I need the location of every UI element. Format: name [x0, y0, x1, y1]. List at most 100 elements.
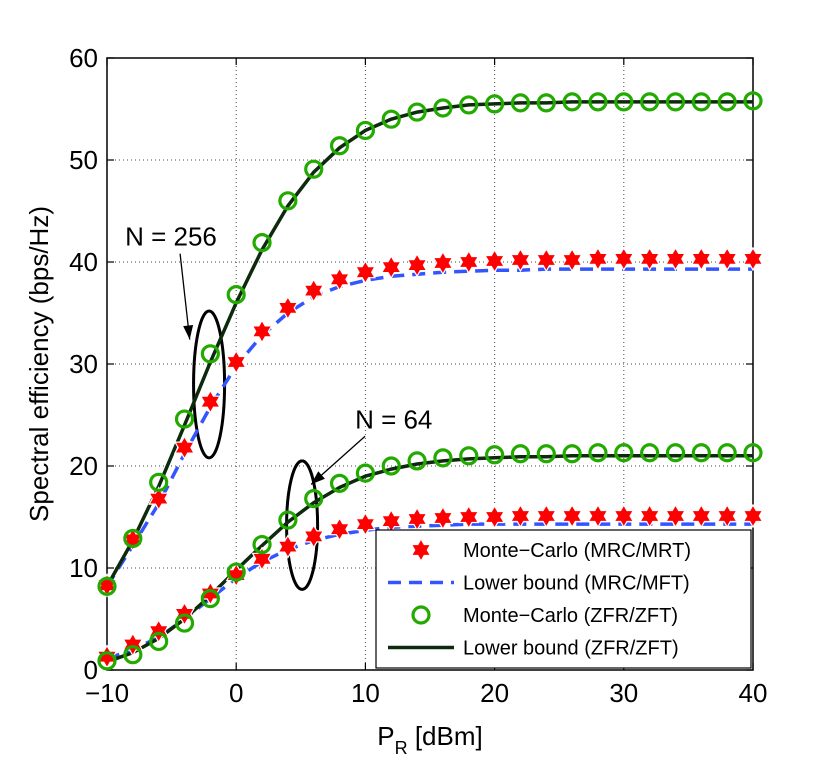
- zf-point: [640, 92, 660, 112]
- mrc-point: [251, 319, 273, 344]
- zf-point: [485, 445, 505, 465]
- series-4-markers: [96, 503, 764, 669]
- mrc-point: [225, 562, 247, 588]
- legend-label: Monte−Carlo (MRC/MRT): [463, 540, 691, 562]
- mrc-point: [561, 503, 583, 529]
- series-group: [96, 91, 764, 671]
- mrc-point: [535, 247, 557, 273]
- mrc-point: [742, 503, 764, 529]
- mrc-point: [613, 246, 635, 272]
- mrc-point: [148, 486, 170, 511]
- mrc-point: [561, 247, 583, 273]
- zf-point: [123, 645, 143, 665]
- y-axis-label: Spectral efficiency (bps/Hz): [24, 206, 54, 522]
- zf-point: [252, 233, 272, 253]
- mrc-point: [199, 389, 221, 414]
- mrc-point: [484, 248, 506, 274]
- mrc-point: [173, 435, 196, 460]
- zf-point: [407, 102, 427, 122]
- zf-point: [614, 92, 634, 112]
- zf-point: [252, 534, 272, 555]
- annotation-arrowhead: [311, 471, 325, 485]
- zf-point: [97, 651, 117, 671]
- zf-point: [640, 443, 660, 463]
- mrc-point: [277, 534, 299, 559]
- zf-point: [743, 91, 763, 111]
- zf-point: [200, 588, 220, 609]
- y-tick-label: 30: [69, 349, 98, 379]
- mrc-point: [277, 295, 299, 321]
- y-tick-label: 40: [69, 247, 98, 277]
- zf-point: [278, 510, 298, 530]
- legend-box: [375, 529, 752, 669]
- zf-point: [562, 444, 582, 464]
- zf-point: [355, 463, 375, 483]
- legend-marker: [410, 537, 432, 563]
- mrc-point: [613, 503, 635, 529]
- annotation-arrow: [179, 253, 191, 340]
- y-tick-label: 50: [69, 145, 98, 175]
- mrc-point: [639, 246, 661, 272]
- zf-point: [329, 136, 350, 156]
- y-tick-label: 60: [69, 43, 98, 73]
- zf-point: [226, 562, 246, 582]
- zf-point: [588, 92, 608, 112]
- zf-point: [174, 409, 195, 429]
- mrc-point: [199, 581, 221, 606]
- series-6-markers: [97, 443, 763, 671]
- zf-point: [149, 631, 169, 652]
- mrc-point: [354, 260, 376, 285]
- zf-point: [717, 443, 737, 463]
- mrc-point: [509, 247, 532, 273]
- legend-label: Lower bound (ZFR/ZFT): [463, 638, 679, 660]
- annotation-arrowhead: [183, 325, 194, 340]
- zf-point: [459, 446, 479, 466]
- mrc-point: [639, 503, 661, 529]
- mrc-point: [328, 267, 351, 292]
- mrc-point: [251, 546, 273, 572]
- mrc-point: [303, 278, 325, 303]
- zf-point: [691, 92, 711, 112]
- zf-point: [536, 444, 556, 464]
- zf-point: [588, 443, 608, 463]
- legend: Monte−Carlo (MRC/MRT) Lower bound (MRC/MF…: [375, 529, 752, 669]
- x-axis-label: PR [dBm]: [377, 721, 482, 758]
- x-tick-label: 20: [480, 678, 509, 708]
- mrc-point: [484, 504, 506, 530]
- mrc-point: [432, 250, 454, 276]
- mrc-point: [225, 349, 247, 375]
- zf-point: [614, 443, 634, 463]
- y-tick-label: 10: [69, 553, 98, 583]
- mrc-point: [587, 503, 609, 529]
- zf-point: [149, 472, 169, 492]
- zf-point: [381, 456, 401, 476]
- zf-point: [665, 92, 686, 112]
- zf-point: [743, 443, 763, 463]
- zf-point: [433, 448, 453, 468]
- x-tick-label: −10: [85, 678, 129, 708]
- zf-point: [459, 95, 479, 115]
- legend-label: Lower bound (MRC/MFT): [463, 573, 690, 595]
- mrc-point: [328, 516, 351, 542]
- zf-point: [278, 191, 298, 211]
- mrc-point: [664, 246, 687, 272]
- annotation-label: N = 256: [125, 222, 217, 252]
- legend-marker: [411, 605, 431, 625]
- legend-label: Monte−Carlo (ZFR/ZFT): [463, 605, 678, 627]
- zf-point: [304, 489, 324, 509]
- zf-point: [536, 93, 556, 113]
- annotation-label: N = 64: [355, 404, 432, 434]
- mrc-point: [535, 503, 557, 529]
- annotations: N = 256 N = 64: [125, 222, 432, 591]
- zf-point: [200, 344, 220, 364]
- zf-point: [174, 613, 195, 633]
- zf-point: [355, 120, 375, 141]
- x-tick-label: 0: [229, 678, 243, 708]
- mrc-point: [690, 503, 712, 529]
- zf-point: [329, 473, 350, 493]
- zf-point: [407, 451, 427, 471]
- x-tick-label: 30: [609, 678, 638, 708]
- mrc-point: [432, 505, 454, 531]
- zf-point: [226, 285, 246, 305]
